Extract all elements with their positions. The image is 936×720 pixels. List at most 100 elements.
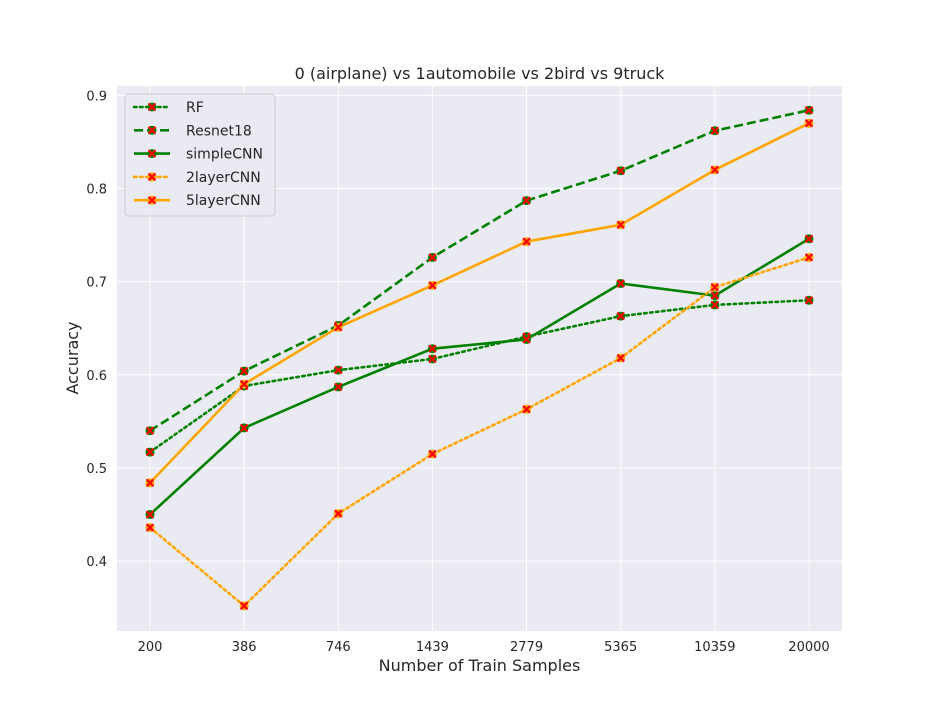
series-lines (148, 108, 811, 608)
series-marker (522, 334, 532, 344)
grid (117, 86, 842, 631)
x-tick-label: 5365 (604, 640, 637, 655)
marker-cross (710, 126, 719, 135)
series-marker (427, 449, 437, 459)
series-marker (147, 195, 157, 205)
series-line (149, 108, 810, 432)
series-marker (239, 601, 249, 611)
series-marker (239, 366, 249, 376)
series-marker (710, 291, 720, 301)
series-marker (145, 523, 155, 533)
marker-cross (616, 354, 625, 362)
series-marker (145, 447, 155, 457)
y-axis-label: Accuracy (63, 321, 82, 394)
series-marker (427, 280, 437, 290)
marker-cross (805, 253, 813, 262)
legend-label: 2layerCNN (186, 170, 261, 186)
series-marker (616, 220, 626, 230)
series-marker (616, 166, 626, 176)
marker-cross (616, 312, 625, 321)
y-tick-label: 0.9 (86, 89, 107, 104)
series-marker (145, 510, 155, 520)
x-tick-label: 2779 (510, 640, 543, 655)
series-marker (427, 344, 437, 354)
marker-cross (334, 323, 343, 332)
series-marker (804, 234, 814, 244)
y-tick-label: 0.8 (86, 182, 107, 197)
legend-entry: simpleCNN (134, 147, 263, 163)
y-tick-label: 0.5 (86, 462, 107, 477)
marker-cross (146, 478, 154, 487)
legend-entry: Resnet18 (134, 123, 252, 139)
marker-cross (616, 220, 625, 229)
x-tick-label: 1439 (416, 640, 449, 655)
legend-label: simpleCNN (186, 147, 263, 163)
marker-cross (805, 106, 813, 115)
series-marker (522, 196, 532, 206)
series-marker (333, 322, 343, 332)
x-tick-label: 200 (138, 640, 163, 655)
marker-cross (710, 283, 719, 292)
marker-cross (522, 335, 531, 344)
legend-label: Resnet18 (186, 123, 252, 139)
marker-cross (240, 601, 249, 610)
x-tick-label: 386 (232, 640, 257, 655)
marker-cross (240, 424, 249, 432)
marker-cross (148, 149, 156, 158)
series-line (148, 298, 811, 454)
marker-cross (805, 234, 813, 243)
marker-cross (428, 355, 437, 363)
marker-cross (240, 367, 249, 375)
marker-cross (334, 366, 343, 375)
marker-cross (522, 196, 531, 205)
series-marker (710, 126, 720, 136)
marker-cross (805, 119, 813, 128)
marker-cross (334, 509, 343, 518)
series-marker (145, 478, 155, 488)
marker-cross (334, 383, 343, 391)
x-tick-label: 20000 (788, 640, 829, 655)
legend-label: 5layerCNN (186, 193, 261, 209)
x-tick-label: 10359 (694, 640, 735, 655)
marker-cross (146, 448, 154, 457)
marker-cross (522, 237, 531, 246)
marker-cross (148, 103, 156, 111)
marker-cross (428, 253, 437, 262)
series-marker (522, 237, 532, 247)
x-tick-label: 746 (326, 640, 351, 655)
series-marker (145, 426, 155, 436)
series-marker (239, 379, 249, 389)
marker-cross (148, 126, 156, 135)
series-line (148, 256, 811, 608)
marker-cross (616, 279, 625, 288)
series-line (149, 122, 810, 484)
series-markers (145, 105, 814, 611)
legend-label: RF (186, 100, 204, 116)
series-marker (804, 118, 814, 128)
marker-cross (710, 165, 719, 174)
marker-cross (522, 405, 531, 414)
series-marker (333, 509, 343, 519)
series-marker (804, 295, 814, 305)
legend-entry: 2layerCNN (132, 170, 261, 186)
series-marker (427, 252, 437, 262)
marker-cross (616, 166, 625, 175)
y-tick-label: 0.7 (86, 276, 107, 291)
marker-cross (428, 344, 437, 353)
legend: RF Resnet18 simpleCNN 2layerCNN 5layerCNN (124, 93, 276, 217)
series-marker (147, 149, 157, 159)
series-marker (147, 102, 157, 112)
series-marker (147, 125, 157, 135)
marker-cross (428, 450, 437, 458)
series-marker (616, 353, 626, 363)
marker-cross (710, 301, 719, 309)
series-marker (710, 165, 720, 175)
marker-cross (146, 510, 154, 519)
marker-cross (146, 426, 154, 435)
marker-cross (240, 380, 249, 389)
series-marker (427, 354, 437, 364)
series-line (149, 237, 810, 516)
marker-cross (146, 523, 154, 532)
series-marker (804, 252, 814, 262)
